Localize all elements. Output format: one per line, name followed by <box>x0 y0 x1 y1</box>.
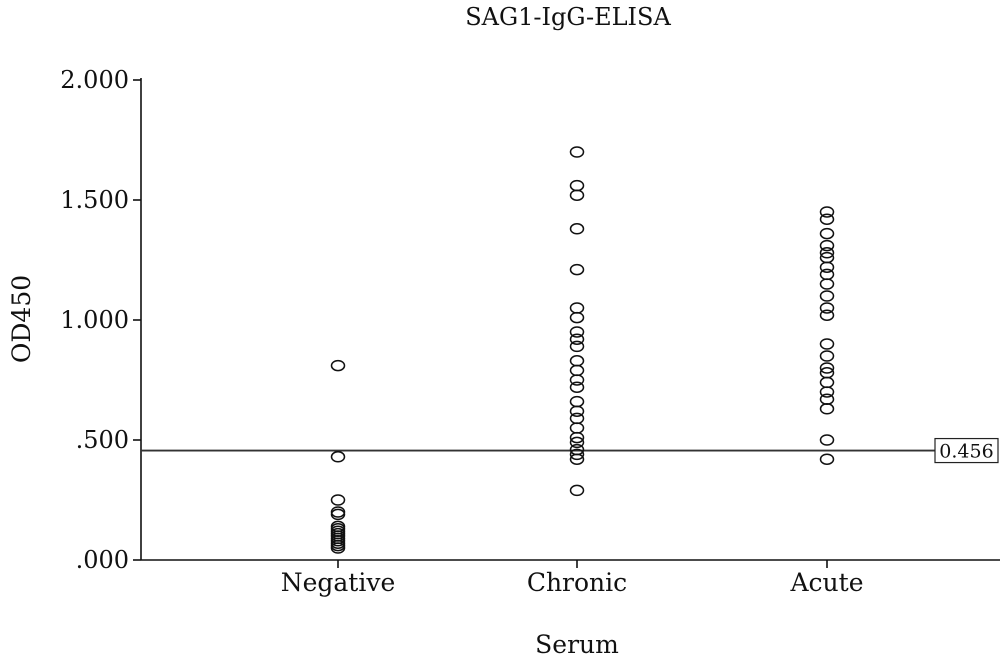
data-point <box>819 350 835 362</box>
data-point <box>569 395 585 408</box>
data-point <box>569 179 585 192</box>
y-axis-label: OD450 <box>7 275 36 363</box>
data-point <box>330 451 346 463</box>
data-point <box>569 311 585 324</box>
data-point <box>819 338 835 350</box>
data-point <box>569 340 585 353</box>
x-category-label: Negative <box>281 568 396 597</box>
data-point <box>569 146 585 158</box>
data-point <box>819 206 835 218</box>
data-point <box>569 326 585 338</box>
data-point <box>569 448 585 461</box>
data-point <box>819 227 835 240</box>
data-point <box>569 333 585 345</box>
data-point <box>819 290 835 302</box>
data-point <box>569 189 585 201</box>
data-point <box>819 393 835 405</box>
data-point <box>569 381 585 393</box>
data-point <box>819 247 835 259</box>
reference-line-label: 0.456 <box>939 441 993 463</box>
y-tick-label: .500 <box>76 426 129 454</box>
data-point <box>819 239 835 252</box>
data-point <box>330 494 346 506</box>
data-point <box>330 508 346 521</box>
data-point <box>569 374 585 386</box>
data-point <box>819 403 835 415</box>
data-point <box>569 263 585 276</box>
x-axis-category-labels: Negative Chronic Acute <box>281 560 864 597</box>
data-point <box>569 436 585 449</box>
data-point <box>569 364 585 377</box>
data-point <box>569 405 585 417</box>
data-point <box>330 359 346 372</box>
x-category-label: Acute <box>790 568 864 597</box>
data-point <box>569 355 585 367</box>
data-point <box>819 362 835 374</box>
y-tick-label: 2.000 <box>60 66 129 94</box>
reference-label-box <box>934 437 999 464</box>
x-axis-label: Serum <box>535 630 619 659</box>
y-tick-label: .000 <box>76 546 129 574</box>
x-category-label: Chronic <box>527 568 627 597</box>
data-point <box>330 506 346 518</box>
data-point <box>569 484 585 497</box>
data-point <box>569 412 585 425</box>
data-point <box>819 453 835 465</box>
data-point <box>569 422 585 434</box>
data-point <box>819 376 835 389</box>
data-point <box>330 542 346 554</box>
y-axis-ticks: .000 .500 1.000 1.500 2.000 <box>60 66 141 574</box>
data-point <box>819 278 835 290</box>
data-point <box>569 453 585 465</box>
data-point <box>569 302 585 314</box>
data-point <box>569 431 585 444</box>
chart-title: SAG1-IgG-ELISA <box>465 3 671 31</box>
data-point <box>819 213 835 225</box>
data-point <box>819 302 835 314</box>
y-tick-label: 1.500 <box>60 186 129 214</box>
data-points <box>330 146 835 554</box>
data-point <box>819 268 835 281</box>
data-point <box>819 309 835 321</box>
data-point <box>819 261 835 273</box>
data-point <box>819 434 835 446</box>
data-point <box>819 386 835 398</box>
y-tick-label: 1.000 <box>60 306 129 334</box>
data-point <box>569 223 585 235</box>
